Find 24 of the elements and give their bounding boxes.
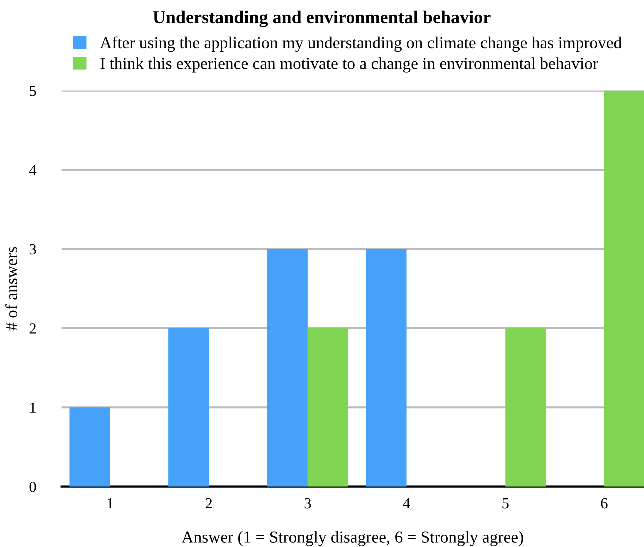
x-tick-label: 1: [108, 498, 114, 509]
legend-label: After using the application my understanding on climate change has improved: [100, 36, 622, 52]
x-tick-label: 6: [601, 498, 608, 509]
x-axis-title: Answer (1 = Strongly disagree, 6 = Strongly agree): [182, 531, 524, 546]
bar: [604, 90, 644, 487]
x-tick-label: 4: [403, 498, 410, 509]
bar: [366, 249, 407, 487]
bar: [267, 249, 308, 487]
bar: [70, 408, 110, 487]
bar: [308, 328, 348, 487]
y-axis-title: # of answers: [6, 247, 18, 331]
legend-label: I think this experience can motivate to a change in environmental behavior: [100, 58, 598, 73]
y-tick-label: 5: [30, 86, 36, 96]
bar: [506, 328, 546, 487]
x-tick-label: 3: [304, 498, 312, 509]
y-tick-label: 0: [30, 482, 36, 492]
bar: [168, 328, 210, 487]
y-tick-label: 3: [30, 244, 36, 255]
x-tick-label: 2: [206, 498, 212, 509]
chart-title: Understanding and environmental behavior: [153, 10, 491, 28]
y-tick-label: 1: [30, 402, 36, 413]
y-tick-label: 4: [29, 165, 37, 176]
y-tick-label: 2: [30, 324, 36, 334]
x-tick-label: 5: [502, 498, 509, 509]
